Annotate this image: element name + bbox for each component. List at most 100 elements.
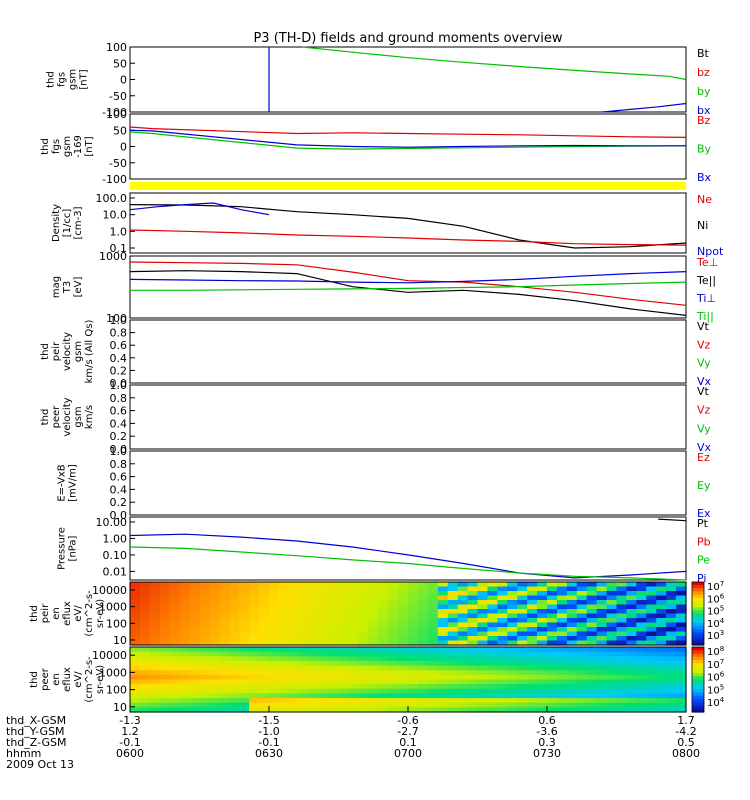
- spectrogram-cell: [130, 604, 141, 610]
- spectrogram-cell: [626, 693, 637, 699]
- spectrogram-cell: [556, 586, 568, 592]
- spectrogram-cell: [408, 684, 419, 690]
- spectrogram-cell: [556, 595, 568, 601]
- spectrogram-cell: [318, 660, 330, 667]
- spectrogram-cell: [219, 665, 230, 671]
- spectrogram-cell: [507, 684, 518, 690]
- spectrogram-cell: [269, 647, 280, 653]
- colorbar-cell: [692, 594, 704, 599]
- spectrogram-cell: [566, 609, 578, 615]
- spectrogram-cell: [179, 600, 191, 606]
- y-tick-label: 0: [120, 74, 127, 87]
- spectrogram-cell: [189, 698, 201, 704]
- spectrogram-cell: [169, 604, 181, 610]
- spectrogram-cell: [159, 684, 171, 690]
- spectrogram-cell: [219, 702, 230, 708]
- y-tick-label: 0.4: [110, 417, 128, 430]
- spectrogram-cell: [586, 674, 598, 681]
- spectrogram-cell: [219, 660, 230, 667]
- spectrogram-cell: [388, 586, 399, 592]
- spectrogram-cell: [130, 684, 141, 690]
- spectrogram-cell: [229, 640, 240, 646]
- spectrogram-cell: [149, 582, 161, 588]
- spectrogram-cell: [547, 631, 558, 637]
- spectrogram-cell: [378, 636, 389, 642]
- spectrogram-cell: [318, 688, 330, 695]
- spectrogram-cell: [517, 656, 528, 662]
- legend-entry: Vy: [697, 422, 711, 435]
- spectrogram-cell: [636, 693, 647, 699]
- spectrogram-cell: [368, 665, 379, 671]
- spectrogram-cell: [477, 698, 489, 704]
- spectrogram-cell: [556, 679, 568, 685]
- spectrogram-cell: [199, 631, 211, 637]
- spectrogram-cell: [149, 702, 161, 708]
- spectrogram-cell: [517, 600, 528, 606]
- spectrogram-cell: [507, 591, 518, 597]
- colorbar-cell: [692, 708, 704, 713]
- spectrogram-cell: [487, 679, 498, 685]
- spectrogram-cell: [547, 636, 558, 642]
- spectrogram-cell: [159, 591, 171, 597]
- spectrogram-cell: [229, 670, 240, 676]
- spectrogram-cell: [477, 600, 489, 606]
- spectrogram-cell: [368, 688, 379, 695]
- spectrogram-cell: [566, 702, 578, 708]
- spectrogram-cell: [676, 609, 687, 615]
- spectrogram-cell: [646, 684, 657, 690]
- spectrogram-cell: [239, 618, 250, 624]
- spectrogram-cell: [666, 670, 677, 676]
- spectrogram-cell: [556, 670, 568, 676]
- spectrogram-cell: [537, 582, 548, 588]
- spectrogram-cell: [378, 698, 389, 704]
- spectrogram-cell: [537, 684, 548, 690]
- spectrogram-cell: [606, 647, 618, 653]
- spectrogram-cell: [229, 595, 240, 601]
- spectrogram-cell: [408, 660, 419, 667]
- spectrogram-cell: [467, 591, 479, 597]
- spectrogram-cell: [467, 586, 479, 592]
- legend-entry: Vz: [697, 338, 711, 351]
- spectrogram-cell: [616, 656, 628, 662]
- spectrogram-cell: [259, 670, 270, 676]
- spectrogram-cell: [636, 698, 647, 704]
- spectrogram-cell: [517, 702, 528, 708]
- spectrogram-cell: [447, 627, 459, 633]
- spectrogram-cell: [586, 595, 598, 601]
- spectrogram-cell: [159, 604, 171, 610]
- spectrogram-cell: [358, 609, 369, 615]
- spectrogram-cell: [517, 693, 528, 699]
- spectrogram-cell: [308, 636, 320, 642]
- spectrogram-cell: [646, 670, 657, 676]
- spectrogram-cell: [368, 613, 379, 619]
- spectrogram-cell: [159, 600, 171, 606]
- spectrogram-cell: [606, 613, 618, 619]
- spectrogram-cell: [358, 631, 369, 637]
- spectrogram-cell: [249, 609, 260, 615]
- y-axis-label: [1/cc]: [62, 209, 73, 238]
- spectrogram-cell: [497, 582, 508, 588]
- spectrogram-cell: [169, 582, 181, 588]
- spectrogram-cell: [179, 622, 191, 628]
- spectrogram-cell: [427, 591, 439, 597]
- spectrogram-cell: [398, 670, 409, 676]
- spectrogram-cell: [477, 674, 489, 681]
- spectrogram-cell: [596, 665, 608, 671]
- spectrogram-cell: [298, 622, 310, 628]
- spectrogram-cell: [249, 707, 260, 713]
- y-axis-label: fgs: [57, 72, 68, 87]
- spectrogram-cell: [656, 688, 667, 695]
- spectrogram-cell: [447, 622, 459, 628]
- spectrogram-cell: [348, 609, 359, 615]
- spectrogram-cell: [576, 631, 588, 637]
- panel-frame: [129, 384, 687, 450]
- spectrogram-cell: [169, 665, 181, 671]
- spectrogram-cell: [259, 636, 270, 642]
- spectrogram-cell: [417, 636, 429, 642]
- spectrogram-cell: [378, 647, 389, 653]
- spectrogram-cell: [179, 688, 191, 695]
- spectrogram-cell: [556, 651, 568, 657]
- spectrogram-cell: [487, 707, 498, 713]
- spectrogram-cell: [338, 679, 350, 685]
- spectrogram-cell: [348, 698, 359, 704]
